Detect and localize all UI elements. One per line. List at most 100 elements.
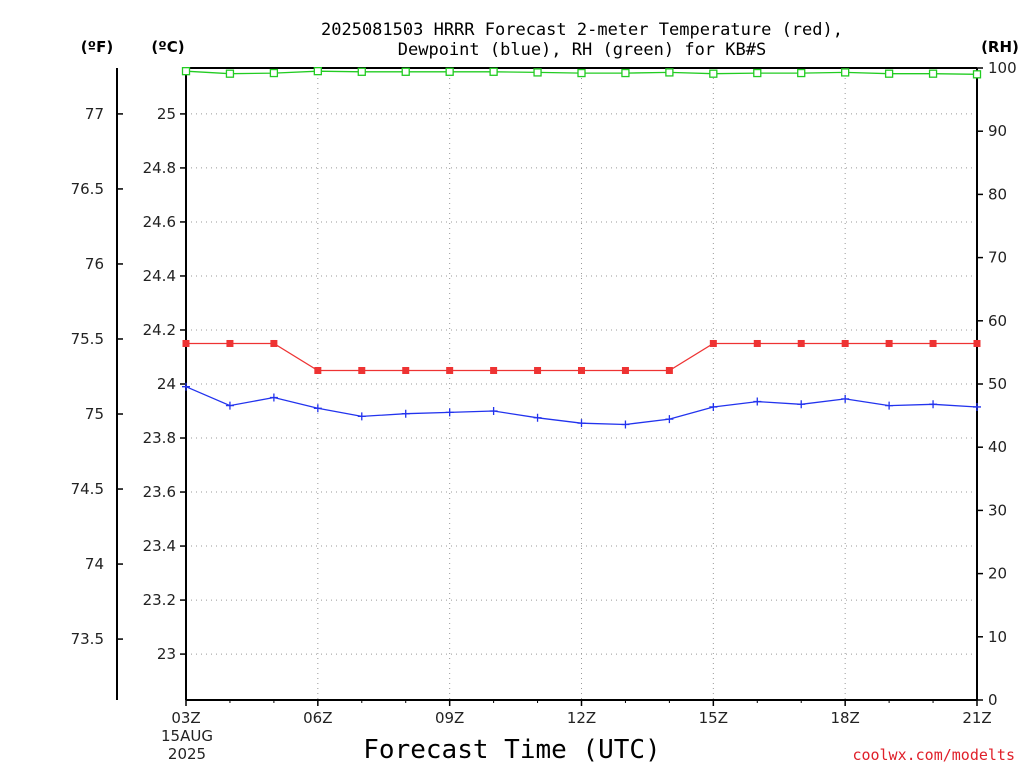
fahrenheit-tick-label: 75.5: [71, 330, 104, 348]
rh-point: [841, 68, 850, 77]
dewpoint-point: [797, 400, 806, 409]
rh-tick-label: 30: [988, 501, 1007, 519]
celsius-tick-label: 23.8: [143, 429, 176, 447]
x-tick-label: 12Z: [567, 709, 596, 727]
rh-point: [445, 67, 454, 76]
rh-point: [533, 68, 542, 77]
rh-point: [665, 68, 674, 77]
grid: [186, 68, 977, 700]
rh-tick-label: 50: [988, 375, 1007, 393]
temperature-point: [709, 339, 717, 347]
temperature-point: [226, 339, 234, 347]
x-tick-label: 15Z: [699, 709, 728, 727]
rh-tick-label: 10: [988, 628, 1007, 646]
fahrenheit-unit-label: (ºF): [81, 38, 113, 56]
temperature-point: [314, 366, 322, 374]
celsius-tick-label: 24.8: [143, 159, 176, 177]
fahrenheit-tick-label: 73.5: [71, 630, 104, 648]
temperature-point: [402, 366, 410, 374]
x-tick-label: 03Z: [171, 709, 200, 727]
rh-tick-label: 70: [988, 249, 1007, 267]
temperature-point: [182, 339, 190, 347]
chart-title-line-2: Dewpoint (blue), RH (green) for KB#S: [398, 40, 766, 60]
rh-point: [225, 69, 235, 78]
dewpoint-point: [973, 402, 981, 411]
fahrenheit-tick-label: 74: [85, 555, 104, 573]
x-tick-label: 09Z: [435, 709, 464, 727]
rh-tick-label: 80: [988, 185, 1007, 203]
rh-unit-label: (RH): [981, 38, 1019, 56]
temperature-point: [973, 339, 981, 347]
fahrenheit-tick-label: 75: [85, 405, 104, 423]
dewpoint-point: [313, 404, 322, 413]
celsius-tick-label: 24.4: [143, 267, 176, 285]
rh-tick-label: 0: [988, 691, 998, 709]
temperature-point: [621, 366, 629, 374]
dewpoint-point: [709, 402, 718, 411]
fahrenheit-tick-label: 74.5: [71, 480, 104, 498]
dewpoint-point: [577, 419, 586, 428]
celsius-tick-label: 24.2: [143, 321, 176, 339]
temperature-point: [534, 366, 542, 374]
celsius-tick-label: 24: [157, 375, 176, 393]
fahrenheit-tick-label: 76.5: [71, 180, 104, 198]
celsius-tick-label: 23.6: [143, 483, 176, 501]
rh-point: [709, 69, 718, 78]
rh-point: [797, 68, 806, 78]
rh-point: [621, 68, 630, 78]
rh-point: [401, 67, 410, 76]
rh-tick-label: 100: [988, 59, 1017, 77]
fahrenheit-tick-label: 77: [85, 105, 104, 123]
tick-labels: 03Z 06Z 09Z 12Z 15Z 18Z 21Z 23 23.2 23.4 23.6 23.8 2…: [71, 59, 1017, 727]
temperature-point: [358, 366, 366, 374]
dewpoint-point: [445, 408, 454, 417]
rh-point: [884, 69, 894, 78]
chart-title-line-1: 2025081503 HRRR Forecast 2-meter Tempera…: [321, 20, 843, 40]
rh-point: [753, 68, 762, 78]
celsius-tick-label: 23.4: [143, 537, 176, 555]
rh-tick-label: 40: [988, 438, 1007, 456]
dewpoint-point: [225, 401, 234, 410]
dewpoint-point: [269, 393, 278, 402]
dewpoint-point: [533, 413, 542, 422]
temperature-point: [270, 339, 278, 347]
temperature-line: [186, 342, 977, 372]
dewpoint-point: [753, 397, 762, 406]
temperature-point: [446, 366, 454, 374]
credit-link[interactable]: coolwx.com/modelts: [852, 746, 1015, 764]
celsius-tick-label: 23.2: [143, 591, 176, 609]
dewpoint-point: [885, 401, 894, 410]
temperature-point: [885, 339, 893, 347]
x-date-label-day: 15AUG: [161, 727, 213, 745]
fahrenheit-tick-label: 76: [85, 255, 104, 273]
rh-point: [181, 67, 191, 76]
x-tick-label: 21Z: [962, 709, 991, 727]
celsius-tick-label: 23: [157, 645, 176, 663]
rh-point: [928, 69, 938, 78]
rh-point: [577, 68, 586, 78]
dewpoint-point: [489, 407, 498, 416]
rh-point: [489, 67, 498, 76]
dewpoint-point: [665, 415, 674, 424]
series: [181, 67, 982, 429]
temperature-point: [841, 339, 849, 347]
rh-tick-label: 90: [988, 122, 1007, 140]
dewpoint-point: [929, 400, 938, 409]
rh-point: [357, 67, 366, 76]
x-date-label-year: 2025: [168, 745, 206, 763]
dewpoint-point: [401, 409, 410, 418]
temperature-point: [490, 366, 498, 374]
dewpoint-point: [621, 420, 630, 429]
rh-tick-label: 20: [988, 565, 1007, 583]
temperature-point: [797, 339, 805, 347]
rh-point: [269, 68, 279, 78]
celsius-tick-label: 25: [157, 105, 176, 123]
celsius-unit-label: (ºC): [151, 38, 184, 56]
celsius-tick-label: 24.6: [143, 213, 176, 231]
rh-point: [313, 67, 322, 76]
rh-tick-label: 60: [988, 312, 1007, 330]
dewpoint-point: [357, 412, 366, 421]
dewpoint-point: [182, 382, 190, 391]
temperature-point: [578, 366, 585, 374]
